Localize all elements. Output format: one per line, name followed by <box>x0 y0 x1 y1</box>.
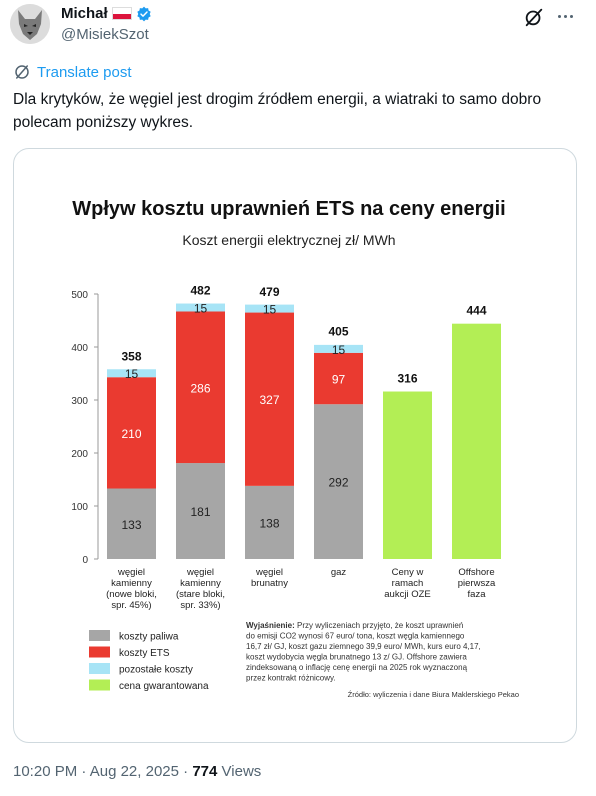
total-label: 358 <box>121 349 141 363</box>
bar-segment <box>383 391 432 559</box>
y-tick-label: 500 <box>71 290 88 301</box>
y-tick-label: 300 <box>71 396 88 407</box>
x-tick-label: węgiel <box>117 567 145 578</box>
x-tick-label: węgiel <box>186 567 214 578</box>
data-label: 327 <box>259 393 279 407</box>
wolf-avatar-icon <box>10 4 50 44</box>
bar-segment <box>452 323 501 559</box>
data-label: 15 <box>263 303 277 317</box>
flag-pl-icon <box>111 7 132 20</box>
data-label: 15 <box>332 343 346 357</box>
bar-segment <box>245 304 294 313</box>
verified-badge-icon[interactable] <box>136 6 152 22</box>
data-label: 138 <box>259 516 279 530</box>
legend-label: pozostałe koszty <box>119 665 193 676</box>
x-tick-label: Offshore <box>458 567 494 578</box>
x-tick-label: spr. 45%) <box>111 600 151 611</box>
x-tick-label: Ceny w <box>392 567 424 578</box>
views-label: Views <box>221 763 262 780</box>
x-tick-label: faza <box>468 589 487 600</box>
total-label: 405 <box>328 324 348 338</box>
note-line: 16,7 zł/ GJ, koszt gazu ziemnego 39,9 eu… <box>246 642 481 651</box>
data-label: 97 <box>332 373 346 387</box>
x-tick-label: spr. 33%) <box>180 600 220 611</box>
meta-separator: · <box>81 763 87 780</box>
bar-segment <box>107 377 156 489</box>
data-label: 286 <box>190 381 210 395</box>
translate-icon <box>15 65 29 79</box>
grok-icon[interactable] <box>523 6 545 28</box>
bar-segment <box>176 303 225 312</box>
meta-separator-2: · <box>183 763 189 780</box>
handle[interactable]: @MisiekSzot <box>61 26 149 43</box>
chart: Wpływ kosztu uprawnień ETS na ceny energ… <box>71 198 519 699</box>
views-count: 774 <box>192 763 218 780</box>
bar-segment <box>245 312 294 486</box>
legend-label: cena gwarantowana <box>119 681 209 692</box>
avatar[interactable] <box>10 4 50 44</box>
x-tick-label: węgiel <box>255 567 283 578</box>
note-line: koszt wydobycia węgla brunatnego 13 z/ G… <box>246 653 467 662</box>
data-label: 292 <box>328 476 348 490</box>
note-line: do emisji CO2 wynosi 67 euro/ tona, kosz… <box>246 632 465 641</box>
note-line: przez kontrakt różnicowy. <box>246 674 336 683</box>
x-tick-label: ramach <box>392 578 424 589</box>
y-tick-label: 200 <box>71 449 88 460</box>
x-tick-label: kamienny <box>180 578 221 589</box>
source-note: Źródło: wyliczenia i dane Biura Maklersk… <box>348 690 519 699</box>
post-meta: 10:20 PM · Aug 22, 2025 · 774 Views <box>13 763 261 780</box>
post-time[interactable]: 10:20 PM <box>13 763 78 780</box>
bar-segment <box>314 352 363 405</box>
chart-subtitle: Koszt energii elektrycznej zł/ MWh <box>182 232 395 248</box>
display-name[interactable]: Michał <box>61 5 108 22</box>
total-label: 444 <box>466 304 486 318</box>
more-icon[interactable] <box>553 6 577 26</box>
note-line: zindeksowaną o inflację cenę energii na … <box>246 663 468 672</box>
data-label: 210 <box>121 427 141 441</box>
data-label: 15 <box>125 367 139 381</box>
bar-segment <box>176 311 225 464</box>
data-label: 15 <box>194 302 208 316</box>
total-label: 479 <box>259 285 279 299</box>
post-text: Dla krytyków, że węgiel jest drogim źród… <box>13 91 542 131</box>
x-tick-label: kamienny <box>111 578 152 589</box>
x-tick-label: (nowe bloki, <box>106 589 157 600</box>
legend-label: koszty paliwa <box>119 632 179 643</box>
translate-label[interactable]: Translate post <box>37 63 132 81</box>
x-tick-label: (stare bloki, <box>176 589 225 600</box>
post-date[interactable]: Aug 22, 2025 <box>89 763 179 780</box>
legend-label: koszty ETS <box>119 648 170 659</box>
bar-segment <box>107 369 156 378</box>
legend-swatch <box>89 679 110 691</box>
bar-segment <box>314 344 363 353</box>
y-tick-label: 100 <box>71 502 88 513</box>
legend-swatch <box>89 663 110 674</box>
legend-swatch <box>89 630 110 641</box>
y-tick-label: 400 <box>71 343 88 354</box>
x-tick-label: gaz <box>331 567 347 578</box>
bar-segment <box>245 485 294 559</box>
total-label: 316 <box>397 372 417 386</box>
bar-segment <box>107 488 156 559</box>
x-tick-label: aukcji OZE <box>384 589 430 600</box>
bar-segment <box>314 404 363 559</box>
total-label: 482 <box>190 284 210 298</box>
media-card[interactable]: Wpływ kosztu uprawnień ETS na ceny energ… <box>13 148 577 743</box>
x-tick-label: pierwsza <box>458 578 496 589</box>
chart-title: Wpływ kosztu uprawnień ETS na ceny energ… <box>72 198 505 220</box>
bar-segment <box>176 463 225 559</box>
x-tick-label: brunatny <box>251 578 288 589</box>
y-tick-label: 0 <box>82 555 88 566</box>
note-line: Wyjaśnienie: Przy wyliczeniach przyjęto,… <box>246 621 463 630</box>
legend-swatch <box>89 646 110 658</box>
translate-link[interactable]: Translate post <box>13 63 132 81</box>
data-label: 133 <box>121 518 141 532</box>
data-label: 181 <box>190 505 210 519</box>
